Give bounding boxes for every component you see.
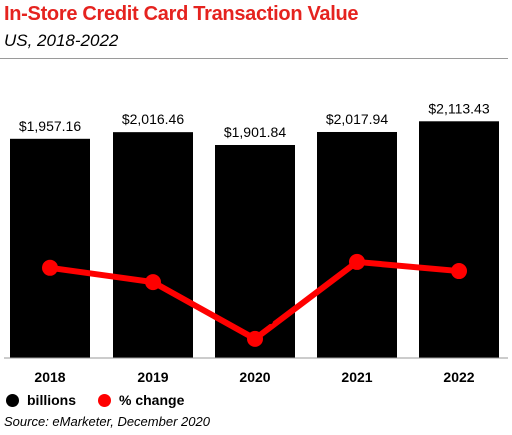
red-dot-icon bbox=[98, 393, 111, 407]
percent-change-label-2022: 4.7% bbox=[443, 243, 475, 259]
percent-change-label-2021: 6.1% bbox=[341, 234, 373, 250]
x-tick-label-2019: 2019 bbox=[137, 369, 168, 385]
legend: billions % change bbox=[6, 392, 206, 408]
chart-title: In-Store Credit Card Transaction Value bbox=[4, 3, 359, 25]
bar-2022 bbox=[419, 121, 499, 358]
x-tick-label-2020: 2020 bbox=[239, 369, 270, 385]
percent-change-label-2020: -5.7% bbox=[237, 311, 274, 327]
bar-2019 bbox=[113, 132, 193, 358]
legend-label-billions: billions bbox=[27, 392, 76, 408]
legend-label-percent-change: % change bbox=[119, 392, 185, 408]
legend-item-percent-change: % change bbox=[98, 392, 184, 408]
bar-value-label-2021: $2,017.94 bbox=[326, 111, 388, 127]
bar-value-label-2020: $1,901.84 bbox=[224, 124, 286, 140]
bar-value-label-2018: $1,957.16 bbox=[19, 118, 81, 134]
bar-value-label-2019: $2,016.46 bbox=[122, 111, 184, 127]
percent-change-point-2021 bbox=[349, 253, 365, 270]
percent-change-label-2018: 5.2% bbox=[34, 240, 66, 256]
x-tick-label-2021: 2021 bbox=[341, 369, 372, 385]
source-note: Source: eMarketer, December 2020 bbox=[4, 414, 210, 429]
percent-change-point-2020 bbox=[247, 330, 263, 347]
percent-change-point-2019 bbox=[145, 274, 161, 291]
bar-2021 bbox=[317, 131, 397, 358]
x-tick-label-2022: 2022 bbox=[443, 369, 474, 385]
bar-2018 bbox=[10, 138, 90, 358]
chart-subtitle: US, 2018-2022 bbox=[4, 31, 119, 50]
x-tick-label-2018: 2018 bbox=[34, 369, 65, 385]
title-divider bbox=[0, 58, 508, 59]
percent-change-point-2018 bbox=[42, 259, 58, 276]
legend-item-billions: billions bbox=[6, 392, 76, 408]
bar-value-label-2022: $2,113.43 bbox=[428, 100, 489, 116]
percent-change-point-2022 bbox=[451, 263, 467, 280]
black-dot-icon bbox=[6, 393, 19, 407]
percent-change-label-2019: 3.0% bbox=[137, 254, 169, 270]
